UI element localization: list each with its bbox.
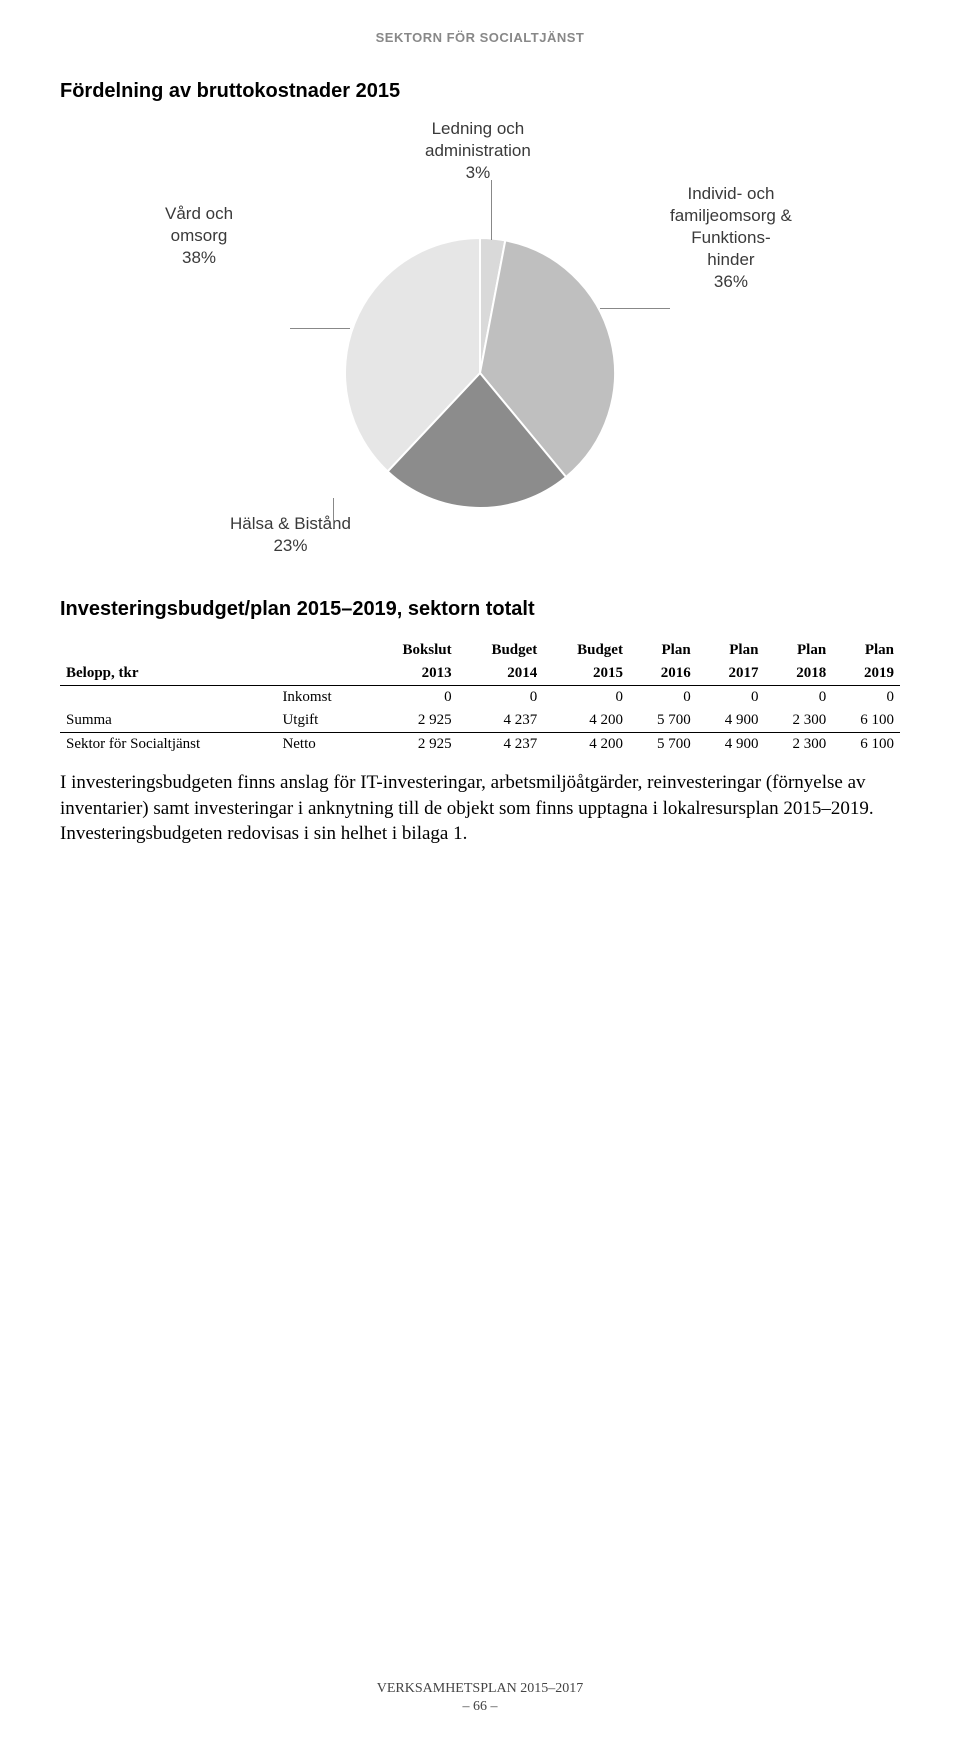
- table-head-2: Belopp, tkr 2013 2014 2015 2016 2017 201…: [60, 662, 900, 686]
- row-sublabel: Inkomst: [276, 686, 367, 710]
- cell-value: 4 900: [697, 709, 765, 733]
- table-title: Investeringsbudget/plan 2015–2019, sekto…: [60, 598, 900, 621]
- leader-line: [333, 498, 334, 528]
- footer-page: – 66 –: [0, 1699, 960, 1715]
- leader-line: [600, 308, 670, 309]
- footer: VERKSAMHETSPLAN 2015–2017 – 66 –: [0, 1681, 960, 1715]
- table-head-1: Bokslut Budget Budget Plan Plan Plan Pla…: [60, 639, 900, 662]
- leader-line: [491, 180, 492, 240]
- leader-line: [290, 328, 350, 329]
- col-head: 2018: [764, 662, 832, 686]
- col-head: 2013: [367, 662, 458, 686]
- row-label-header: Belopp, tkr: [60, 662, 276, 686]
- cell-value: 4 200: [543, 709, 629, 733]
- col-head: 2016: [629, 662, 697, 686]
- cell-value: 0: [629, 686, 697, 710]
- cell-value: 5 700: [629, 733, 697, 757]
- cell-value: 5 700: [629, 709, 697, 733]
- table-row: SummaUtgift2 9254 2374 2005 7004 9002 30…: [60, 709, 900, 733]
- cell-value: 0: [458, 686, 544, 710]
- cell-value: 0: [543, 686, 629, 710]
- col-empty: [276, 662, 367, 686]
- row-sublabel: Netto: [276, 733, 367, 757]
- row-label: Sektor för Socialtjänst: [60, 733, 276, 757]
- cell-value: 2 300: [764, 709, 832, 733]
- col-head: Plan: [629, 639, 697, 662]
- pie-label-ledning: Ledning och administration 3%: [425, 118, 531, 184]
- col-head: 2017: [697, 662, 765, 686]
- col-head: Plan: [764, 639, 832, 662]
- cell-value: 0: [367, 686, 458, 710]
- cell-value: 2 925: [367, 733, 458, 757]
- col-head: Plan: [697, 639, 765, 662]
- pie-label-individ: Individ- och familjeomsorg & Funktions- …: [670, 183, 792, 293]
- footer-line: VERKSAMHETSPLAN 2015–2017: [377, 1681, 584, 1696]
- pie-chart: Ledning och administration 3% Individ- o…: [165, 118, 795, 558]
- table-row: Inkomst0000000: [60, 686, 900, 710]
- row-label: [60, 686, 276, 710]
- cell-value: 4 237: [458, 709, 544, 733]
- cell-value: 6 100: [832, 733, 900, 757]
- row-label: Summa: [60, 709, 276, 733]
- cell-value: 0: [697, 686, 765, 710]
- col-empty: [60, 639, 276, 662]
- col-head: 2015: [543, 662, 629, 686]
- cell-value: 4 200: [543, 733, 629, 757]
- col-head: Budget: [543, 639, 629, 662]
- col-head: Bokslut: [367, 639, 458, 662]
- cell-value: 2 925: [367, 709, 458, 733]
- cell-value: 0: [764, 686, 832, 710]
- chart-title: Fördelning av bruttokostnader 2015: [60, 80, 900, 103]
- col-empty: [276, 639, 367, 662]
- pie-label-vard: Vård och omsorg 38%: [165, 203, 233, 269]
- body-paragraph: I investeringsbudgeten finns anslag för …: [60, 770, 900, 847]
- col-head: 2014: [458, 662, 544, 686]
- col-head: Plan: [832, 639, 900, 662]
- cell-value: 0: [832, 686, 900, 710]
- table-row: Sektor för SocialtjänstNetto2 9254 2374 …: [60, 733, 900, 757]
- budget-table: Bokslut Budget Budget Plan Plan Plan Pla…: [60, 639, 900, 756]
- col-head: Budget: [458, 639, 544, 662]
- cell-value: 4 900: [697, 733, 765, 757]
- cell-value: 2 300: [764, 733, 832, 757]
- row-sublabel: Utgift: [276, 709, 367, 733]
- cell-value: 4 237: [458, 733, 544, 757]
- cell-value: 6 100: [832, 709, 900, 733]
- col-head: 2019: [832, 662, 900, 686]
- page-header: SEKTORN FÖR SOCIALTJÄNST: [60, 30, 900, 45]
